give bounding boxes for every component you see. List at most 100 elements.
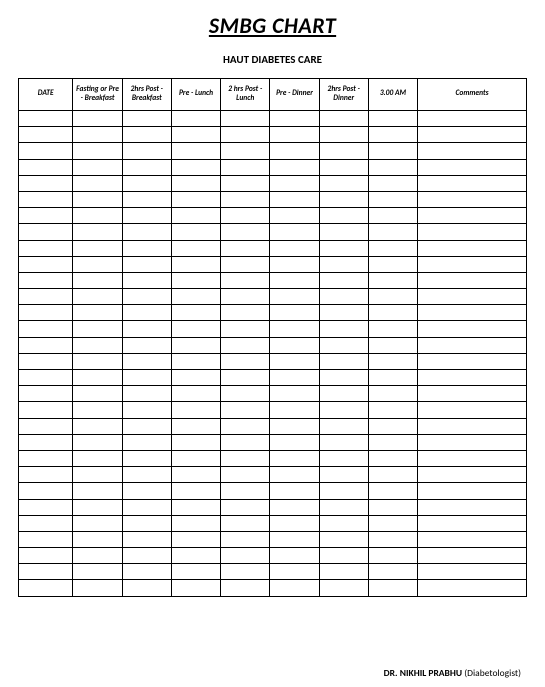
table-cell bbox=[171, 256, 220, 272]
header-cell: Fasting or Pre - Breakfast bbox=[73, 79, 122, 111]
table-cell bbox=[122, 580, 171, 596]
table-cell bbox=[122, 450, 171, 466]
table-row bbox=[19, 175, 527, 191]
table-cell bbox=[368, 386, 417, 402]
table-cell bbox=[418, 256, 527, 272]
table-cell bbox=[122, 434, 171, 450]
table-cell bbox=[319, 370, 368, 386]
table-cell bbox=[19, 580, 73, 596]
table-cell bbox=[171, 127, 220, 143]
table-cell bbox=[270, 386, 319, 402]
table-cell bbox=[122, 240, 171, 256]
table-cell bbox=[73, 434, 122, 450]
table-cell bbox=[221, 289, 270, 305]
table-cell bbox=[418, 208, 527, 224]
table-row bbox=[19, 434, 527, 450]
table-cell bbox=[122, 499, 171, 515]
table-cell bbox=[73, 564, 122, 580]
table-cell bbox=[319, 564, 368, 580]
table-cell bbox=[319, 127, 368, 143]
header-row: DATEFasting or Pre - Breakfast2hrs Post … bbox=[19, 79, 527, 111]
table-row bbox=[19, 289, 527, 305]
table-cell bbox=[270, 159, 319, 175]
table-cell bbox=[73, 175, 122, 191]
table-cell bbox=[270, 499, 319, 515]
table-cell bbox=[319, 256, 368, 272]
table-cell bbox=[368, 370, 417, 386]
table-cell bbox=[319, 143, 368, 159]
table-cell bbox=[122, 402, 171, 418]
table-cell bbox=[270, 450, 319, 466]
table-cell bbox=[221, 548, 270, 564]
table-cell bbox=[368, 531, 417, 547]
table-cell bbox=[368, 499, 417, 515]
table-cell bbox=[221, 515, 270, 531]
table-cell bbox=[122, 337, 171, 353]
table-cell bbox=[319, 191, 368, 207]
smbg-tbody bbox=[19, 111, 527, 597]
table-cell bbox=[270, 127, 319, 143]
table-row bbox=[19, 564, 527, 580]
table-cell bbox=[221, 564, 270, 580]
table-cell bbox=[319, 515, 368, 531]
table-cell bbox=[418, 418, 527, 434]
table-cell bbox=[122, 191, 171, 207]
table-cell bbox=[319, 337, 368, 353]
table-cell bbox=[122, 272, 171, 288]
table-cell bbox=[122, 127, 171, 143]
table-cell bbox=[122, 531, 171, 547]
table-cell bbox=[418, 483, 527, 499]
table-cell bbox=[171, 402, 220, 418]
table-cell bbox=[19, 499, 73, 515]
table-cell bbox=[368, 402, 417, 418]
table-cell bbox=[171, 337, 220, 353]
table-cell bbox=[171, 159, 220, 175]
table-row bbox=[19, 127, 527, 143]
table-cell bbox=[171, 515, 220, 531]
table-cell bbox=[73, 450, 122, 466]
table-cell bbox=[270, 256, 319, 272]
table-cell bbox=[418, 127, 527, 143]
table-cell bbox=[270, 337, 319, 353]
table-row bbox=[19, 531, 527, 547]
table-cell bbox=[368, 224, 417, 240]
table-cell bbox=[418, 191, 527, 207]
table-cell bbox=[19, 467, 73, 483]
table-cell bbox=[73, 159, 122, 175]
table-cell bbox=[122, 289, 171, 305]
table-cell bbox=[171, 370, 220, 386]
table-cell bbox=[122, 159, 171, 175]
table-cell bbox=[122, 143, 171, 159]
table-cell bbox=[270, 580, 319, 596]
table-cell bbox=[368, 564, 417, 580]
table-cell bbox=[418, 548, 527, 564]
table-cell bbox=[171, 208, 220, 224]
table-cell bbox=[319, 208, 368, 224]
table-cell bbox=[171, 353, 220, 369]
table-cell bbox=[319, 272, 368, 288]
table-row bbox=[19, 386, 527, 402]
table-cell bbox=[122, 370, 171, 386]
table-row bbox=[19, 499, 527, 515]
table-cell bbox=[368, 289, 417, 305]
table-cell bbox=[418, 111, 527, 127]
table-cell bbox=[73, 483, 122, 499]
table-row bbox=[19, 272, 527, 288]
table-cell bbox=[418, 175, 527, 191]
table-row bbox=[19, 515, 527, 531]
table-cell bbox=[221, 272, 270, 288]
smbg-table: DATEFasting or Pre - Breakfast2hrs Post … bbox=[18, 78, 527, 597]
header-cell: Pre - Lunch bbox=[171, 79, 220, 111]
table-cell bbox=[19, 450, 73, 466]
table-cell bbox=[19, 548, 73, 564]
table-cell bbox=[319, 467, 368, 483]
table-cell bbox=[319, 175, 368, 191]
table-cell bbox=[73, 143, 122, 159]
table-cell bbox=[270, 434, 319, 450]
table-cell bbox=[418, 224, 527, 240]
table-cell bbox=[221, 256, 270, 272]
table-cell bbox=[368, 143, 417, 159]
table-row bbox=[19, 353, 527, 369]
table-cell bbox=[122, 224, 171, 240]
table-cell bbox=[171, 386, 220, 402]
